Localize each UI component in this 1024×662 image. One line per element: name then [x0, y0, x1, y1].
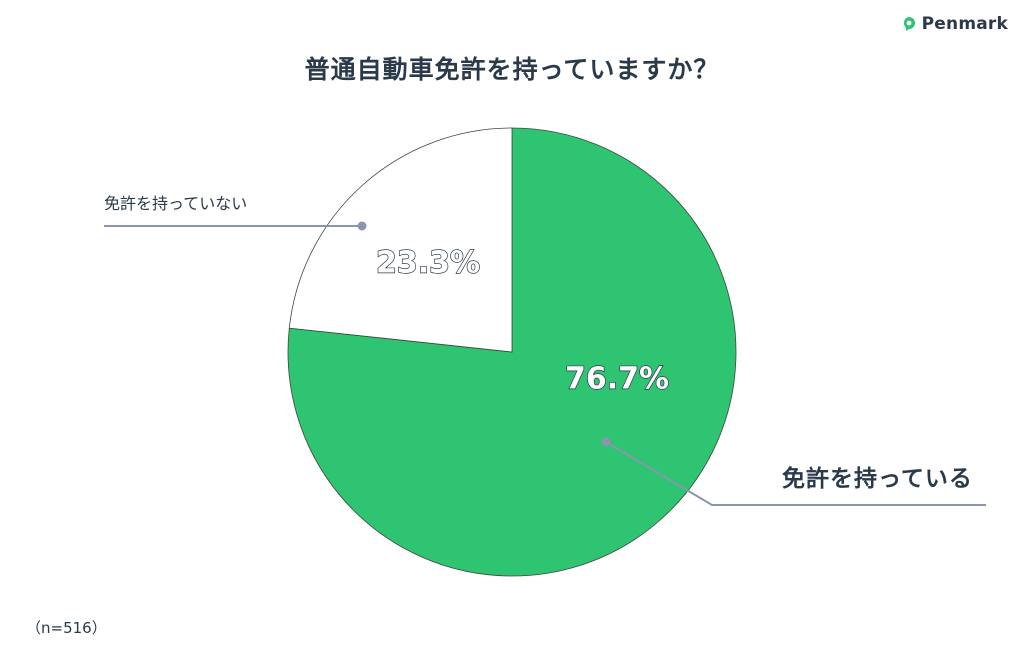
sample-size-note: （n=516） [26, 619, 107, 637]
brand-name: Penmark [921, 14, 1008, 34]
value-label-no-license: 23.3% [376, 246, 480, 281]
callout-line-has-license [605, 441, 986, 506]
value-label-has-license: 76.7% [565, 362, 669, 397]
callout-lines [104, 221, 986, 506]
brand-logo: Penmark [902, 14, 1008, 34]
slice-label-has-license: 免許を持っている [782, 466, 973, 492]
pie-slice-no-license [288, 127, 513, 353]
callout-dot-has-license [601, 437, 611, 447]
pie-slice-has-license [287, 127, 737, 577]
chart-title: 普通自動車免許を持っていますか？ [304, 55, 720, 84]
penmark-logo-icon [903, 17, 915, 31]
slice-label-no-license: 免許を持っていない [104, 194, 248, 213]
callout-dot-no-license [357, 221, 367, 231]
